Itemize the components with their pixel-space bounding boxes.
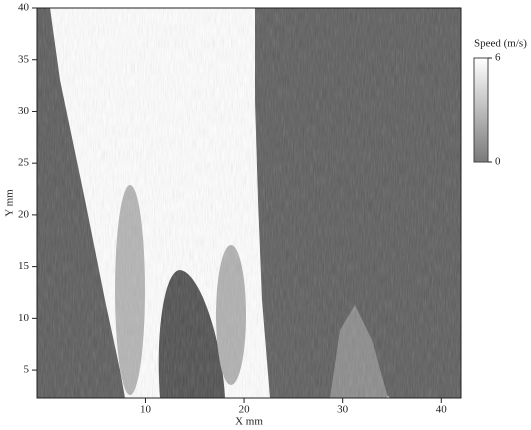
plot-frame [36,7,462,399]
y-tick-label: 30 [18,105,30,117]
colorbar-title: Speed (m/s) [474,38,527,50]
y-tick-label: 20 [18,208,30,220]
x-tick-label: 40 [436,404,448,416]
y-tick-label: 40 [18,2,30,14]
y-tick-label: 25 [18,157,30,169]
x-tick-label: 10 [140,404,152,416]
x-tick-label: 30 [337,404,349,416]
y-tick-label: 10 [18,312,30,324]
field [37,8,461,398]
colorbar-tick-label: 6 [495,52,501,64]
x-axis-label: X mm [235,416,263,428]
colorbar [473,57,489,163]
x-tick-label: 20 [239,404,251,416]
y-tick-label: 15 [18,260,30,272]
colorbar-tick-label: 0 [495,156,501,168]
y-tick-label: 5 [24,364,30,376]
y-tick-label: 35 [18,53,30,65]
y-axis-label: Y mm [4,189,16,217]
